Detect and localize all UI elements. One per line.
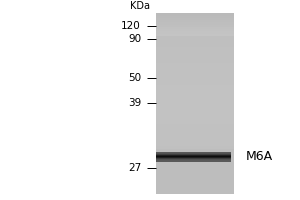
Bar (156, 13, 234, 16)
Bar (156, 16, 234, 18)
Bar (156, 126, 234, 128)
Bar (156, 56, 234, 58)
Text: 90: 90 (128, 34, 141, 44)
Bar (156, 167, 234, 169)
Bar (156, 121, 234, 124)
Bar (156, 43, 234, 45)
Bar (156, 97, 234, 99)
Bar (156, 85, 234, 88)
Bar (156, 36, 234, 38)
Bar (156, 160, 231, 161)
Bar (156, 63, 234, 65)
Bar (156, 88, 234, 90)
Bar (156, 70, 234, 72)
Bar (156, 158, 231, 159)
Bar (156, 155, 231, 156)
Bar (156, 130, 234, 133)
Bar (156, 115, 234, 117)
Bar (156, 81, 234, 83)
Bar (156, 180, 234, 182)
Bar (156, 27, 234, 29)
Bar (156, 40, 234, 43)
Bar (156, 83, 234, 85)
Bar (156, 76, 234, 79)
Bar (156, 49, 234, 52)
Bar (156, 144, 234, 146)
Bar (156, 34, 234, 36)
Text: KDa: KDa (130, 1, 150, 11)
Bar (156, 103, 234, 106)
Bar (156, 112, 234, 115)
Bar (156, 61, 234, 63)
Bar (156, 72, 234, 74)
Bar (156, 169, 234, 171)
Bar (156, 146, 234, 149)
Bar (156, 92, 234, 94)
Bar (156, 153, 234, 155)
Bar (156, 139, 234, 142)
Bar (156, 52, 234, 54)
Bar (156, 94, 234, 97)
Bar (156, 47, 234, 49)
Bar (156, 106, 234, 108)
Bar (156, 31, 234, 34)
Bar (156, 67, 234, 70)
Bar (156, 117, 234, 119)
Text: 27: 27 (128, 163, 141, 173)
Bar (156, 162, 234, 164)
Bar (156, 38, 234, 40)
Bar (156, 191, 234, 194)
Bar (156, 182, 234, 185)
Bar (156, 101, 234, 103)
Bar (156, 20, 234, 22)
Text: 50: 50 (128, 73, 141, 83)
Bar (156, 173, 234, 176)
Bar (156, 185, 234, 187)
Bar (156, 187, 234, 189)
Bar (156, 18, 234, 20)
Bar (156, 108, 234, 110)
Bar (156, 157, 231, 158)
Bar (156, 22, 234, 25)
Bar (156, 189, 234, 191)
Bar (156, 142, 234, 144)
Text: 39: 39 (128, 98, 141, 108)
Bar (156, 137, 234, 139)
Bar (156, 171, 234, 173)
Bar (156, 58, 234, 61)
Bar (156, 135, 234, 137)
Bar (156, 155, 234, 158)
Text: M6A: M6A (246, 150, 273, 163)
Bar (156, 110, 234, 112)
Bar (156, 29, 234, 31)
Bar (156, 99, 234, 101)
Bar (156, 54, 234, 56)
Bar (156, 153, 231, 154)
Bar (156, 152, 231, 153)
Bar (156, 74, 234, 76)
Bar (156, 159, 231, 160)
Bar (156, 160, 234, 162)
Bar (156, 149, 234, 151)
Text: 120: 120 (121, 21, 141, 31)
Bar (156, 176, 234, 178)
Bar (156, 156, 231, 157)
Bar (156, 90, 234, 92)
Bar (156, 161, 231, 162)
Bar (156, 119, 234, 121)
Bar (156, 151, 234, 153)
Bar (156, 65, 234, 67)
Bar (156, 124, 234, 126)
Bar (156, 128, 234, 130)
Bar (156, 25, 234, 27)
Bar (156, 158, 234, 160)
Bar (156, 178, 234, 180)
Bar (156, 133, 234, 135)
Bar (156, 45, 234, 47)
Bar (156, 79, 234, 81)
Bar (156, 164, 234, 167)
Bar (156, 154, 231, 155)
